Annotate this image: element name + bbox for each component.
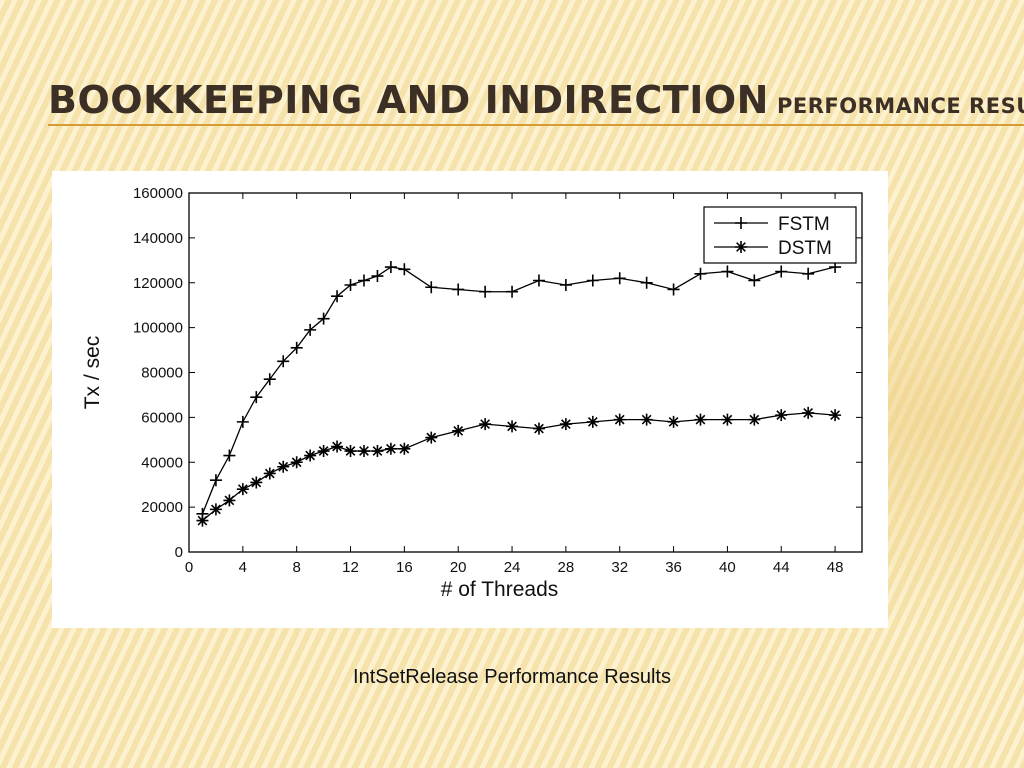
title-underline bbox=[48, 124, 1024, 126]
data-point-fstm bbox=[586, 274, 599, 287]
data-point-fstm bbox=[250, 391, 263, 404]
y-tick-label: 20000 bbox=[141, 499, 183, 516]
data-point-fstm bbox=[721, 265, 734, 278]
data-point-fstm bbox=[371, 270, 384, 283]
x-tick-label: 20 bbox=[450, 559, 467, 576]
data-point-dstm bbox=[586, 415, 599, 428]
x-tick-label: 40 bbox=[719, 559, 736, 576]
data-point-dstm bbox=[667, 415, 680, 428]
x-tick-label: 16 bbox=[396, 559, 413, 576]
data-point-fstm bbox=[506, 285, 519, 298]
chart-caption: IntSetRelease Performance Results bbox=[353, 666, 671, 688]
data-point-dstm bbox=[532, 422, 545, 435]
y-axis-label: Tx / sec bbox=[81, 336, 104, 410]
data-point-fstm bbox=[277, 355, 290, 368]
data-point-dstm bbox=[344, 445, 357, 458]
data-point-dstm bbox=[398, 442, 411, 455]
legend-label-dstm: DSTM bbox=[778, 238, 832, 259]
x-tick-label: 32 bbox=[611, 559, 628, 576]
data-point-dstm bbox=[250, 476, 263, 489]
y-tick-label: 140000 bbox=[133, 230, 183, 247]
data-point-dstm bbox=[384, 442, 397, 455]
data-point-dstm bbox=[694, 413, 707, 426]
data-point-dstm bbox=[196, 514, 209, 527]
data-point-dstm bbox=[331, 440, 344, 453]
data-point-dstm bbox=[263, 467, 276, 480]
data-point-fstm bbox=[236, 415, 249, 428]
data-point-dstm bbox=[452, 424, 465, 437]
slide-title-main: Bookkeeping and Indirection bbox=[48, 78, 769, 122]
data-point-fstm bbox=[532, 274, 545, 287]
data-point-fstm bbox=[802, 267, 815, 280]
data-point-dstm bbox=[290, 456, 303, 469]
data-point-fstm bbox=[425, 281, 438, 294]
data-point-fstm bbox=[694, 267, 707, 280]
data-point-dstm bbox=[236, 483, 249, 496]
data-point-dstm bbox=[640, 413, 653, 426]
legend-marker-dstm bbox=[735, 241, 747, 253]
data-point-dstm bbox=[371, 445, 384, 458]
series-line-fstm bbox=[201, 266, 836, 515]
x-tick-label: 0 bbox=[185, 559, 193, 576]
data-point-dstm bbox=[721, 413, 734, 426]
data-point-fstm bbox=[209, 474, 222, 487]
data-point-fstm bbox=[559, 278, 572, 291]
data-point-dstm bbox=[802, 406, 815, 419]
data-point-dstm bbox=[613, 413, 626, 426]
data-point-dstm bbox=[829, 409, 842, 422]
data-point-fstm bbox=[357, 274, 370, 287]
y-tick-label: 40000 bbox=[141, 454, 183, 471]
x-tick-label: 12 bbox=[342, 559, 359, 576]
data-point-fstm bbox=[384, 261, 397, 274]
data-point-fstm bbox=[452, 283, 465, 296]
data-point-dstm bbox=[317, 445, 330, 458]
data-point-fstm bbox=[331, 290, 344, 303]
data-point-fstm bbox=[223, 449, 236, 462]
legend-label-fstm: FSTM bbox=[778, 214, 830, 235]
y-tick-label: 60000 bbox=[141, 409, 183, 426]
chart-panel: 0 20000 40000 60000 80000 100000 120000 140000 1… bbox=[52, 171, 888, 628]
data-point-fstm bbox=[775, 265, 788, 278]
y-tick-label: 120000 bbox=[133, 275, 183, 292]
x-tick-label: 24 bbox=[504, 559, 521, 576]
x-tick-label: 44 bbox=[773, 559, 790, 576]
data-point-dstm bbox=[357, 445, 370, 458]
y-tick-label: 80000 bbox=[141, 365, 183, 382]
x-tick-label: 36 bbox=[665, 559, 682, 576]
slide-title-subtitle: Performance Results bbox=[776, 94, 1024, 118]
data-point-fstm bbox=[317, 312, 330, 325]
line-chart: 0 20000 40000 60000 80000 100000 120000 140000 1… bbox=[81, 185, 863, 601]
x-tick-label: 8 bbox=[293, 559, 301, 576]
data-point-fstm bbox=[640, 276, 653, 289]
data-point-dstm bbox=[559, 418, 572, 431]
y-tick-label: 0 bbox=[175, 544, 183, 561]
data-point-fstm bbox=[613, 272, 626, 285]
data-point-fstm bbox=[667, 283, 680, 296]
data-point-dstm bbox=[304, 449, 317, 462]
x-axis-label: # of Threads bbox=[441, 578, 559, 601]
y-tick-label: 160000 bbox=[133, 185, 183, 202]
data-point-dstm bbox=[479, 418, 492, 431]
data-point-fstm bbox=[748, 274, 761, 287]
data-point-dstm bbox=[506, 420, 519, 433]
data-point-dstm bbox=[748, 413, 761, 426]
slide-title: Bookkeeping and Indirection Performance R… bbox=[48, 78, 1024, 122]
data-point-dstm bbox=[223, 494, 236, 507]
data-point-fstm bbox=[290, 341, 303, 354]
legend-marker-fstm bbox=[735, 217, 747, 229]
x-tick-label: 28 bbox=[558, 559, 575, 576]
x-tick-label: 48 bbox=[827, 559, 844, 576]
data-point-fstm bbox=[344, 278, 357, 291]
data-point-dstm bbox=[209, 503, 222, 516]
data-point-dstm bbox=[775, 409, 788, 422]
data-point-fstm bbox=[398, 263, 411, 276]
data-point-fstm bbox=[304, 323, 317, 336]
x-tick-label: 4 bbox=[239, 559, 247, 576]
legend-box bbox=[703, 206, 857, 264]
data-point-dstm bbox=[425, 431, 438, 444]
y-tick-label: 100000 bbox=[133, 320, 183, 337]
data-point-dstm bbox=[277, 460, 290, 473]
data-point-fstm bbox=[263, 373, 276, 386]
data-point-fstm bbox=[479, 285, 492, 298]
